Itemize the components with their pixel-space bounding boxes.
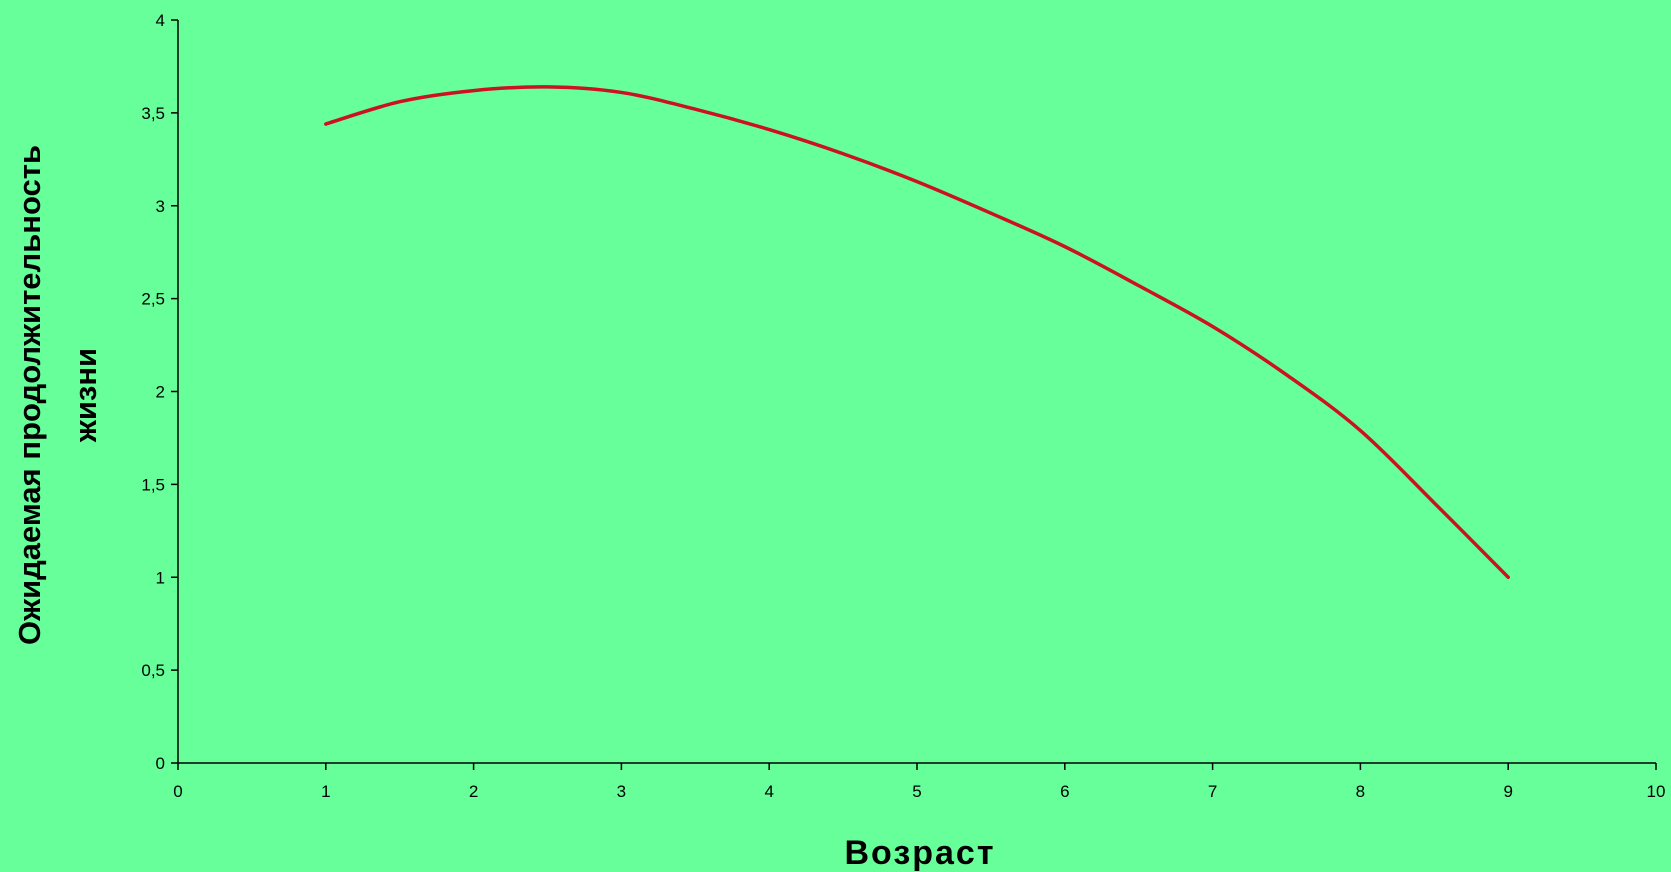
- y-tick-label: 4: [156, 11, 165, 30]
- x-tick-label: 9: [1503, 782, 1512, 801]
- y-axis-title: Ожидаемая продолжительность жизни: [12, 145, 103, 645]
- y-tick-label: 0,5: [141, 661, 165, 680]
- series-line: [324, 85, 1510, 579]
- x-tick-label: 2: [469, 782, 478, 801]
- series-group: [324, 85, 1510, 579]
- x-tick-label: 7: [1208, 782, 1217, 801]
- x-tick-label: 6: [1060, 782, 1069, 801]
- x-tick-label: 1: [321, 782, 330, 801]
- y-tick-label: 1: [156, 568, 165, 587]
- y-tick-label: 2: [156, 383, 165, 402]
- y-tick-label: 3: [156, 197, 165, 216]
- x-tick-label: 5: [912, 782, 921, 801]
- x-tick-label: 0: [173, 782, 182, 801]
- y-axis-title-line-1: Ожидаемая продолжительность: [12, 145, 47, 645]
- y-tick-label: 0: [156, 754, 165, 773]
- x-axis-title: Возраст: [844, 834, 995, 872]
- x-tick-label: 10: [1647, 782, 1666, 801]
- y-axis-ticks: 0 0,5 1 1,5 2 2,5 3 3,5 4: [141, 11, 178, 773]
- y-tick-label: 3,5: [141, 104, 165, 123]
- x-tick-label: 4: [764, 782, 773, 801]
- x-axis-ticks: 0 1 2 3 4 5 6 7 8 9 10: [173, 763, 1665, 801]
- x-tick-label: 8: [1356, 782, 1365, 801]
- axes: [177, 20, 1656, 764]
- y-axis-title-line-2: жизни: [68, 348, 103, 443]
- y-tick-label: 2,5: [141, 290, 165, 309]
- x-tick-label: 3: [617, 782, 626, 801]
- y-tick-label: 1,5: [141, 475, 165, 494]
